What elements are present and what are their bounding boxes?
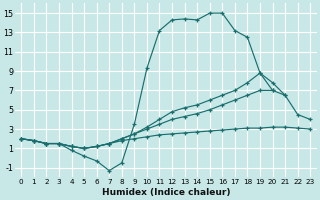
X-axis label: Humidex (Indice chaleur): Humidex (Indice chaleur) [101, 188, 230, 197]
